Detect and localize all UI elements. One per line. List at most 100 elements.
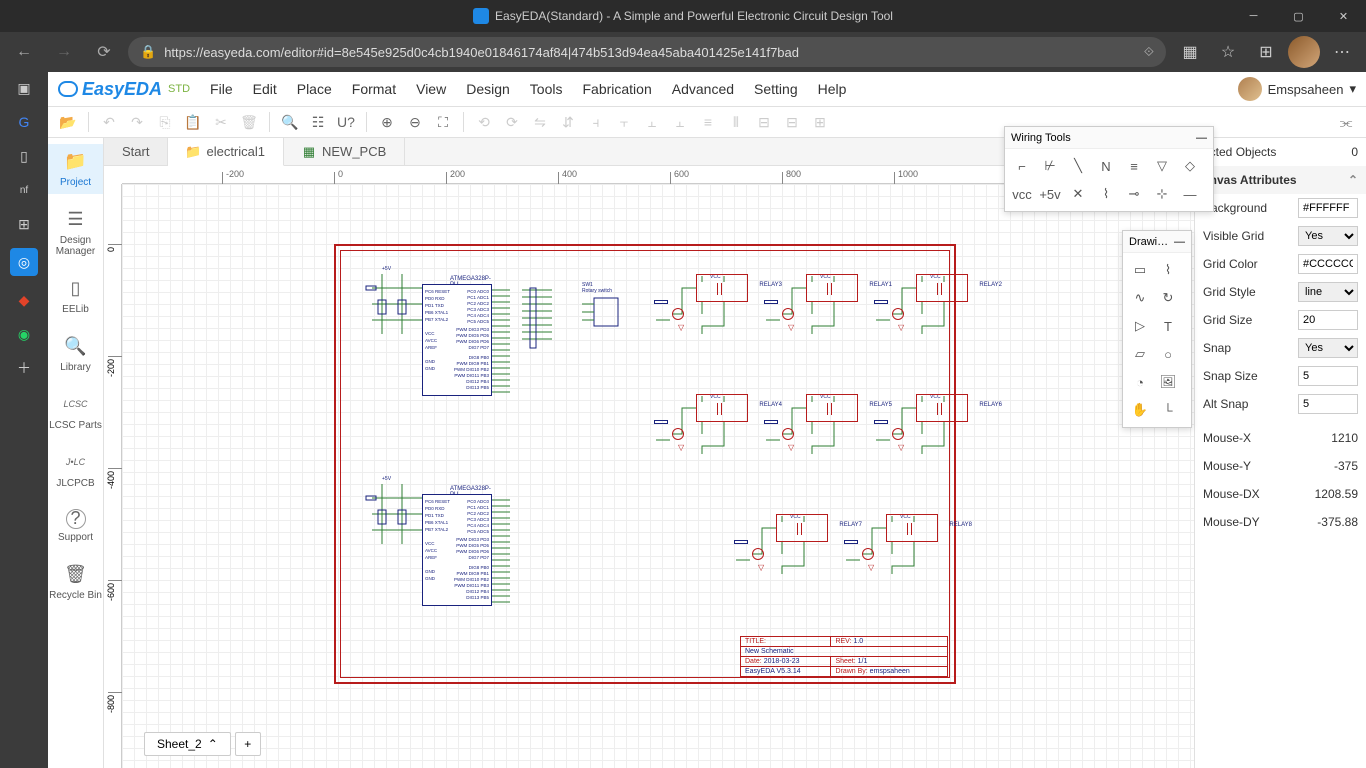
drawing-tool-button[interactable]: ∿ (1127, 285, 1153, 311)
rail-project[interactable]: 📁 Project (48, 144, 103, 194)
minimize-icon[interactable]: — (1174, 236, 1185, 248)
wiring-tool-button[interactable]: +5v (1037, 181, 1063, 207)
undo-icon[interactable]: ↶ (97, 110, 121, 134)
menu-place[interactable]: Place (297, 81, 332, 97)
schematic-canvas[interactable]: VCC RELAY3 ▽ VCC RELAY1 ▽ (122, 184, 1194, 768)
drawing-tool-button[interactable]: ○ (1155, 341, 1181, 367)
maximize-button[interactable]: ▢ (1276, 0, 1321, 32)
menu-setting[interactable]: Setting (754, 81, 798, 97)
menu-view[interactable]: View (416, 81, 446, 97)
drawing-tool-button[interactable]: ▭ (1127, 257, 1153, 283)
panel-titlebar[interactable]: Drawi… — (1123, 231, 1191, 253)
favorites-icon[interactable]: ☆ (1212, 36, 1244, 68)
relay-block[interactable]: VCC RELAY2 ▽ (872, 274, 968, 326)
distribute-h-icon[interactable]: ⊟ (752, 110, 776, 134)
open-icon[interactable]: 📂 (56, 110, 80, 134)
filter-icon[interactable]: ☷ (306, 110, 330, 134)
drawing-tool-button[interactable]: ↻ (1155, 285, 1181, 311)
attr-input[interactable] (1298, 394, 1358, 414)
refresh-button[interactable]: ⟳ (88, 36, 120, 68)
rotate-left-icon[interactable]: ⟲ (472, 110, 496, 134)
rail-eelib[interactable]: ▯ EELib (48, 271, 103, 321)
tab-start[interactable]: Start (104, 138, 168, 165)
rail-recycle[interactable]: 🗑 Recycle Bin (48, 557, 103, 607)
wiring-tool-button[interactable]: ⌇ (1093, 181, 1119, 207)
wiring-tool-button[interactable]: ◇ (1177, 153, 1203, 179)
attr-input[interactable] (1298, 198, 1358, 218)
wiring-tool-button[interactable]: ⊹ (1149, 181, 1175, 207)
attr-select[interactable]: Yes (1298, 338, 1358, 358)
easyeda-tab-icon[interactable]: ◎ (10, 248, 38, 276)
drawing-tool-button[interactable]: ▱ (1127, 341, 1153, 367)
menu-tools[interactable]: Tools (530, 81, 563, 97)
menu-help[interactable]: Help (818, 81, 847, 97)
rotate-right-icon[interactable]: ⟳ (500, 110, 524, 134)
wiring-tool-button[interactable]: ⊬ (1037, 153, 1063, 179)
align-left-icon[interactable]: ⫞ (584, 110, 608, 134)
distribute-v-icon[interactable]: ⊟ (780, 110, 804, 134)
rail-jlcpcb[interactable]: J•LC JLCPCB (48, 445, 103, 495)
share-icon[interactable]: ⫘ (1334, 110, 1358, 134)
drawing-tool-button[interactable]: T (1155, 313, 1181, 339)
wiring-tools-panel[interactable]: Wiring Tools — ⌐⊬╲N≡▽◇vcc+5v✕⌇⊸⊹— (1004, 126, 1214, 212)
relay-block[interactable]: VCC RELAY5 ▽ (762, 394, 858, 446)
wiring-tool-button[interactable]: ▽ (1149, 153, 1175, 179)
drawing-tool-button[interactable]: 🖼 (1155, 369, 1181, 395)
edge-tab-icon[interactable]: ▣ (14, 78, 34, 98)
find-icon[interactable]: 🔍 (278, 110, 302, 134)
rail-support[interactable]: ? Support (48, 503, 103, 549)
relay-block[interactable]: VCC RELAY8 ▽ (842, 514, 938, 566)
wiring-tool-button[interactable]: ╲ (1065, 153, 1091, 179)
rail-design-manager[interactable]: ☰ Design Manager (48, 202, 103, 263)
collections-icon[interactable]: ⊞ (1250, 36, 1282, 68)
align-grid-icon[interactable]: ⊞ (808, 110, 832, 134)
sheet-current[interactable]: Sheet_2 ⌃ (144, 732, 231, 756)
attr-select[interactable]: Yes (1298, 226, 1358, 246)
drawing-tool-button[interactable]: └ (1155, 397, 1181, 423)
relay-block[interactable]: VCC RELAY6 ▽ (872, 394, 968, 446)
mcu-block[interactable]: ATMEGA328P-PU PC6 RESET PD0 RXD PD1 TXD … (422, 494, 492, 606)
wiring-tool-button[interactable]: N (1093, 153, 1119, 179)
align-center-h-icon[interactable]: ≡ (696, 110, 720, 134)
whatsapp-icon[interactable]: ◉ (14, 324, 34, 344)
menu-edit[interactable]: Edit (253, 81, 277, 97)
drawing-tools-panel[interactable]: Drawi… — ▭⌇∿↻▷T▱○◔🖼✋└ (1122, 230, 1192, 428)
profile-avatar[interactable] (1288, 36, 1320, 68)
mcu-block[interactable]: ATMEGA328P-PU PC6 RESET PD0 RXD PD1 TXD … (422, 284, 492, 396)
relay-block[interactable]: VCC RELAY1 ▽ (762, 274, 858, 326)
google-icon[interactable]: G (14, 112, 34, 132)
align-right-icon[interactable]: ⫟ (612, 110, 636, 134)
forward-button[interactable]: → (48, 36, 80, 68)
wiring-tool-button[interactable]: ⌐ (1009, 153, 1035, 179)
rotary-switch[interactable]: SW1 Rotary switch (582, 282, 622, 335)
align-center-v-icon[interactable]: ⦀ (724, 110, 748, 134)
annotate-icon[interactable]: U? (334, 110, 358, 134)
user-menu[interactable]: Emspsaheen ▾ (1238, 77, 1356, 101)
tab-electrical1[interactable]: 📁 electrical1 (168, 138, 284, 166)
attr-select[interactable]: line (1298, 282, 1358, 302)
wiring-tool-button[interactable]: ✕ (1065, 181, 1091, 207)
zoom-in-icon[interactable]: ⊕ (375, 110, 399, 134)
cut-icon[interactable]: ✂ (209, 110, 233, 134)
menu-file[interactable]: File (210, 81, 233, 97)
panel-titlebar[interactable]: Wiring Tools — (1005, 127, 1213, 149)
nf-icon[interactable]: nf (14, 180, 34, 200)
drawing-tool-button[interactable]: ⌇ (1155, 257, 1181, 283)
zoom-out-icon[interactable]: ⊖ (403, 110, 427, 134)
fit-icon[interactable]: ⛶ (431, 110, 455, 134)
menu-advanced[interactable]: Advanced (672, 81, 734, 97)
relay-block[interactable]: VCC RELAY7 ▽ (732, 514, 828, 566)
menu-format[interactable]: Format (352, 81, 396, 97)
drawing-tool-button[interactable]: ▷ (1127, 313, 1153, 339)
flip-h-icon[interactable]: ⇋ (528, 110, 552, 134)
ext-icon[interactable]: ▦ (1174, 36, 1206, 68)
tab-newpcb[interactable]: ▦ NEW_PCB (284, 138, 405, 165)
menu-design[interactable]: Design (466, 81, 510, 97)
close-button[interactable]: ✕ (1321, 0, 1366, 32)
sheet-add-button[interactable]: + (235, 732, 261, 756)
easyeda-logo[interactable]: EasyEDA STD (58, 79, 190, 100)
attr-input[interactable] (1298, 310, 1358, 330)
wiring-tool-button[interactable]: — (1177, 181, 1203, 207)
attr-input[interactable] (1298, 366, 1358, 386)
rail-library[interactable]: 🔍 Library (48, 329, 103, 379)
